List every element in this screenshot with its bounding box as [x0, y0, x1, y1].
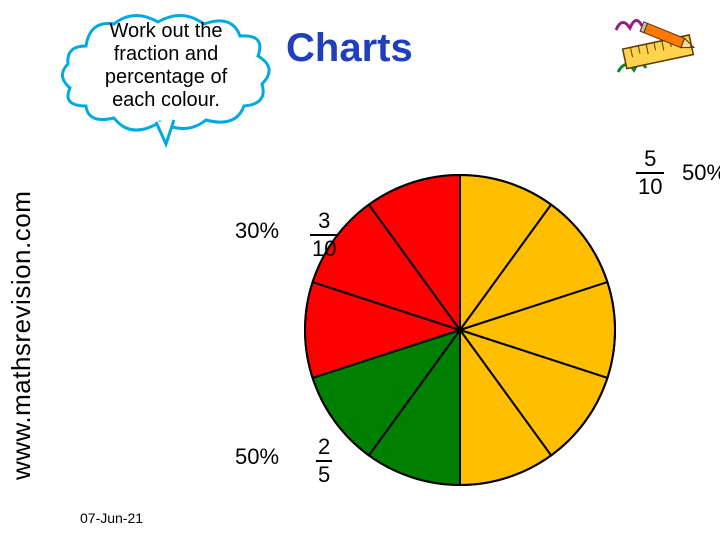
- sidebar-url-text: www.mathsrevision.com: [6, 191, 36, 480]
- red-pct-text: 30%: [235, 218, 279, 243]
- green-percentage-label: 50%: [235, 444, 279, 470]
- stationery-icon: [612, 12, 702, 82]
- green-fraction-num: 2: [316, 436, 332, 460]
- green-pct-text: 50%: [235, 444, 279, 469]
- orange-fraction-label: 5 10: [636, 148, 664, 198]
- orange-pct-text: 50%: [682, 160, 720, 185]
- green-fraction: 2 5: [316, 436, 332, 486]
- orange-percentage-label: 50%: [682, 160, 720, 186]
- footer-date: 07-Jun-21: [80, 510, 143, 526]
- green-fraction-label: 2 5: [316, 436, 332, 486]
- title-text: Charts: [286, 26, 413, 70]
- orange-fraction: 5 10: [636, 148, 664, 198]
- red-fraction-num: 3: [310, 210, 338, 234]
- instruction-cloud: Work out thefraction andpercentage ofeac…: [56, 6, 276, 136]
- orange-fraction-num: 5: [636, 148, 664, 172]
- instruction-text: Work out thefraction andpercentage ofeac…: [56, 20, 276, 112]
- instruction-text-content: Work out thefraction andpercentage ofeac…: [105, 20, 227, 111]
- pie-chart: [300, 170, 620, 490]
- red-fraction-den: 10: [310, 236, 338, 260]
- footer-date-text: 07-Jun-21: [80, 510, 143, 526]
- red-fraction: 3 10: [310, 210, 338, 260]
- scribble-purple-icon: [616, 20, 642, 30]
- red-fraction-label: 3 10: [310, 210, 338, 260]
- red-percentage-label: 30%: [235, 218, 279, 244]
- orange-fraction-den: 10: [636, 174, 664, 198]
- green-fraction-den: 5: [316, 462, 332, 486]
- sidebar-url: www.mathsrevision.com: [6, 191, 37, 480]
- page-title: Charts: [286, 26, 413, 71]
